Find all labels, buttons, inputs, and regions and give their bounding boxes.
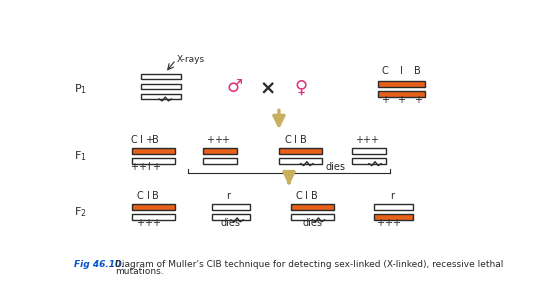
Bar (211, 214, 250, 220)
Text: I: I (140, 135, 143, 145)
Bar (132, 204, 175, 210)
Text: C: C (131, 135, 137, 145)
Text: +: + (152, 218, 160, 228)
Text: +: + (392, 218, 400, 228)
Text: X-rays: X-rays (177, 55, 205, 64)
Bar (290, 214, 334, 220)
Text: ♀: ♀ (294, 79, 307, 97)
Text: C: C (296, 191, 302, 201)
Bar (279, 158, 322, 164)
Bar (279, 148, 322, 154)
Text: r: r (390, 191, 394, 201)
Bar (141, 84, 181, 89)
Text: B: B (311, 191, 318, 201)
Text: +: + (145, 135, 153, 145)
Text: mutations.: mutations. (114, 267, 164, 276)
Text: Diagram of Muller’s CIB technique for detecting sex-linked (X-linked), recessive: Diagram of Muller’s CIB technique for de… (114, 260, 503, 269)
Text: +: + (377, 218, 384, 228)
Text: F$_1$: F$_1$ (74, 149, 87, 163)
Text: ♂: ♂ (227, 78, 243, 96)
Text: dies: dies (302, 218, 322, 228)
Text: F$_2$: F$_2$ (74, 205, 87, 219)
Text: ×: × (260, 80, 276, 99)
Text: +: + (397, 95, 405, 105)
Text: Fig 46.10.: Fig 46.10. (74, 260, 125, 269)
Bar (374, 214, 413, 220)
Bar (132, 148, 175, 154)
Bar (374, 204, 413, 210)
Text: I: I (147, 191, 149, 201)
Text: +: + (221, 135, 229, 145)
Text: C: C (137, 191, 143, 201)
Text: +: + (370, 135, 378, 145)
Text: +: + (414, 95, 422, 105)
Text: P$_1$: P$_1$ (74, 82, 87, 96)
Bar (203, 158, 237, 164)
Bar (352, 158, 386, 164)
Text: +: + (214, 135, 222, 145)
Text: B: B (152, 191, 159, 201)
Text: l: l (147, 162, 150, 172)
Bar (141, 74, 181, 79)
Text: C: C (284, 135, 291, 145)
Text: C: C (382, 66, 389, 76)
Text: I: I (305, 191, 308, 201)
Text: +: + (355, 135, 363, 145)
Text: I: I (400, 66, 403, 76)
Text: B: B (300, 135, 306, 145)
Text: r: r (227, 191, 231, 201)
Text: dies: dies (325, 162, 346, 172)
Bar (290, 204, 334, 210)
Text: +: + (130, 162, 138, 172)
Text: +: + (144, 218, 152, 228)
Bar (211, 204, 250, 210)
Text: +: + (152, 162, 160, 172)
Text: +: + (206, 135, 214, 145)
Text: dies: dies (221, 218, 241, 228)
Bar (132, 214, 175, 220)
Bar (203, 148, 237, 154)
Text: +: + (136, 218, 144, 228)
Bar (378, 81, 425, 87)
Text: B: B (152, 135, 159, 145)
Bar (132, 158, 175, 164)
Text: +: + (362, 135, 371, 145)
Bar (378, 91, 425, 97)
Bar (352, 148, 386, 154)
Text: +: + (381, 95, 389, 105)
Text: +: + (138, 162, 146, 172)
Text: +: + (384, 218, 392, 228)
Text: I: I (294, 135, 296, 145)
Bar (141, 94, 181, 99)
Text: B: B (414, 66, 421, 76)
